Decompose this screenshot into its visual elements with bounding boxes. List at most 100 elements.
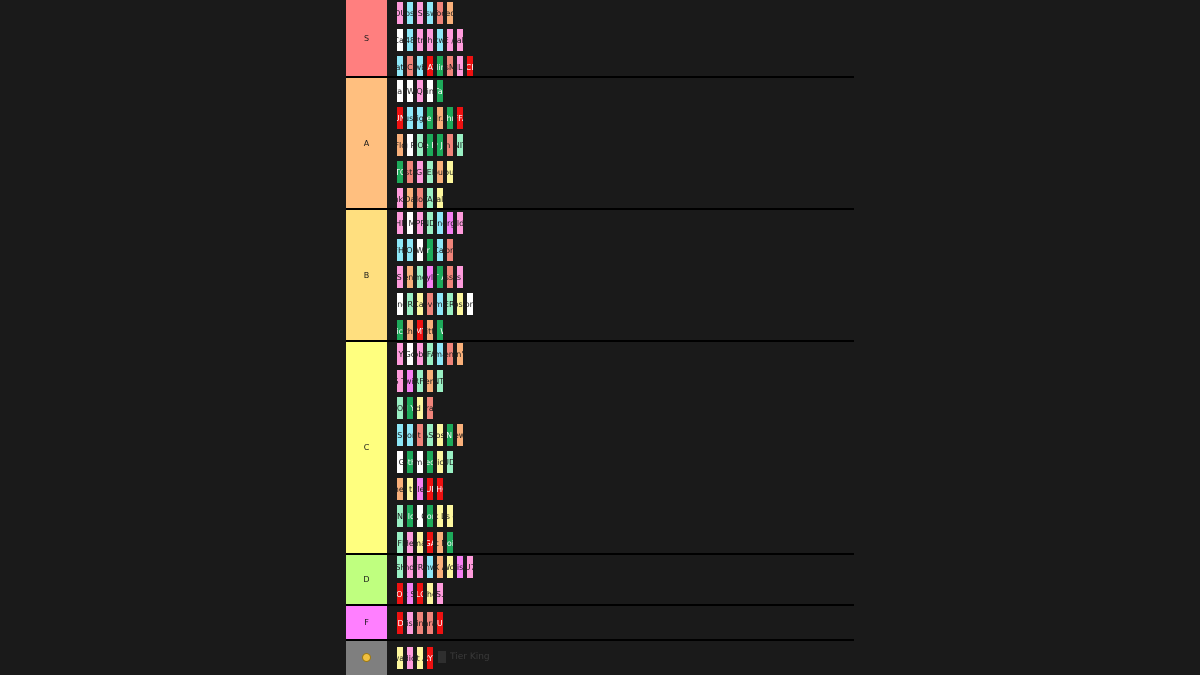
song-tile[interactable]: Pigs Fly (457, 266, 463, 288)
song-tile[interactable]: Transylvania (427, 266, 433, 288)
song-tile[interactable]: Pigs (417, 107, 423, 129)
song-tile[interactable]: Noid (447, 532, 453, 554)
song-tile[interactable]: SWEET / I THOUGHT YOU WANTED TO DANCE (397, 397, 403, 419)
song-tile[interactable]: RUN (437, 612, 443, 634)
song-tile[interactable]: Foreward (457, 424, 463, 446)
song-tile[interactable]: Awkward (437, 29, 443, 51)
song-tile[interactable]: JUGGERNAUT (447, 293, 453, 315)
song-tile[interactable]: Sandwitches (407, 370, 413, 392)
song-tile[interactable]: GONE, GONE / THANK YOU (447, 29, 453, 51)
song-tile[interactable]: Wor (447, 556, 453, 578)
song-tile[interactable]: friend zone (417, 397, 423, 419)
song-tile[interactable]: MANIFESTO (397, 532, 403, 554)
song-tile[interactable]: B.S.D. (437, 583, 443, 605)
song-tile[interactable]: Her (407, 532, 413, 554)
song-tile[interactable]: Tamale (437, 343, 443, 365)
tier-label[interactable]: S (346, 0, 387, 77)
song-tile[interactable]: Session (447, 266, 453, 288)
song-tile[interactable]: Pale (437, 188, 443, 210)
song-tile[interactable]: Treehome95 (407, 424, 413, 446)
song-tile[interactable]: Yamaka (417, 532, 423, 554)
song-tile[interactable]: FIND YOUR WINGS (427, 478, 433, 500)
song-tile[interactable]: EARFQUAKE (417, 80, 423, 102)
song-tile[interactable]: Judge Judy (427, 107, 433, 129)
song-tile[interactable]: See You Again (437, 161, 443, 183)
song-tile[interactable]: Sarah (427, 612, 433, 634)
song-tile[interactable]: RUNNING OUT OF TIME (397, 2, 403, 24)
song-tile[interactable]: Analog (457, 29, 463, 51)
song-tile[interactable]: Sticky (397, 320, 403, 342)
song-tile[interactable]: 911 / Mr. Lonely (437, 107, 443, 129)
song-tile[interactable]: I Killed You (427, 451, 433, 473)
song-tile[interactable]: Rusty (407, 107, 413, 129)
tier-label[interactable] (346, 640, 387, 675)
song-tile[interactable]: I'll Take Care of You (397, 29, 403, 51)
song-tile[interactable]: PartyIsntOver/Campfire/Bimmer (437, 239, 443, 261)
song-tile[interactable]: VCR (407, 56, 413, 78)
song-tile[interactable]: Hey Jane (437, 134, 443, 156)
song-tile[interactable]: I THINK (397, 212, 403, 234)
song-tile[interactable]: Fish (407, 612, 413, 634)
song-tile[interactable]: HOT WIND BLOWS (427, 212, 433, 234)
song-tile[interactable]: Mommanem (417, 451, 423, 473)
song-tile[interactable]: Burger (447, 212, 453, 234)
song-tile[interactable]: Don't Tap That Glass / Tweakin' (397, 451, 403, 473)
song-tile[interactable]: Pothole (407, 320, 413, 342)
song-tile[interactable]: Rah Tah Tah (437, 80, 443, 102)
song-tile[interactable]: SMUCKERS (467, 56, 473, 78)
song-tile[interactable]: SIR BAUDELAIRE (447, 451, 453, 473)
song-tile[interactable]: WOLF (407, 239, 413, 261)
song-tile[interactable]: Tomorrow (427, 505, 433, 527)
song-tile[interactable]: 2SEATER (427, 56, 433, 78)
song-tile[interactable]: I Hope You Find Your Way Home (407, 397, 413, 419)
song-tile[interactable]: Yonkers (397, 188, 403, 210)
song-tile[interactable]: Trashwang (427, 556, 433, 578)
song-tile[interactable]: Thought I Was Dead (437, 320, 443, 342)
song-tile[interactable]: I DON'T LOVE YOU ANYMORE (397, 343, 403, 365)
song-tile[interactable]: Cowboy (417, 56, 423, 78)
song-tile[interactable]: DEATHCAMP (437, 478, 443, 500)
song-tile[interactable]: Darling, I (437, 56, 443, 78)
song-tile[interactable]: Dinosaur (437, 424, 443, 446)
song-tile[interactable]: I Ain't Got Time (407, 343, 413, 365)
song-tile[interactable]: Big Poe (407, 134, 413, 156)
song-tile[interactable]: Ring Ring Ring (427, 80, 433, 102)
song-tile[interactable]: CORSO (407, 293, 413, 315)
song-tile[interactable]: The Nosebleed (457, 293, 463, 315)
song-tile[interactable]: Blow (417, 188, 423, 210)
song-tile[interactable]: ARE WE STILL FRIENDS? (457, 56, 463, 78)
song-tile[interactable]: Sugar On My Tongue (407, 212, 413, 234)
song-tile[interactable]: Slow It Down (417, 424, 423, 446)
song-tile[interactable]: Fuck you bunch (447, 161, 453, 183)
song-tile[interactable]: PUPPET (417, 212, 423, 234)
song-tile[interactable]: Mother (407, 451, 413, 473)
song-tile[interactable]: Balloon (407, 505, 413, 527)
song-tile[interactable]: BOYFRIEND (417, 556, 423, 578)
song-tile[interactable]: LUMBERJACK (427, 161, 433, 183)
song-tile[interactable]: Odd Toddlers (437, 2, 443, 24)
song-tile[interactable]: RISE! (397, 424, 403, 446)
song-tile[interactable]: NEW MAGIC WAND (417, 161, 423, 183)
song-tile[interactable]: SORRY NOT SORRY (417, 134, 423, 156)
song-tile[interactable]: DOGTOOTH (397, 161, 403, 183)
song-tile[interactable]: Goblin (417, 343, 423, 365)
song-tile[interactable]: BOYFRIEND, GIRLFRIEND (417, 505, 423, 527)
song-tile[interactable]: Jamba (437, 293, 443, 315)
song-tile[interactable]: Jack and the Beanstalk (397, 478, 403, 500)
song-tile[interactable]: THE BROWN STAINS OF DARKEESE LATIFAH (397, 583, 403, 605)
song-tile[interactable]: Seven (427, 293, 433, 315)
song-tile[interactable]: AssMilk (447, 56, 453, 78)
song-tile[interactable]: St. Chroma (447, 107, 453, 129)
song-tile[interactable]: Don't You Worry Baby (407, 80, 413, 102)
song-tile[interactable]: 48 (407, 29, 413, 51)
song-tile[interactable]: Untitled 63 (417, 478, 423, 500)
song-tile[interactable]: Nightmare (417, 29, 423, 51)
song-tile[interactable]: Bastard (407, 161, 413, 183)
song-tile[interactable]: Tina (417, 612, 423, 634)
song-tile[interactable]: fuck this election (447, 505, 453, 527)
song-tile[interactable]: Prism (457, 556, 463, 578)
song-tile[interactable]: IFHY (397, 239, 403, 261)
song-tile[interactable]: Domo23 (417, 266, 423, 288)
song-tile[interactable]: A BOY IS A GUN (417, 2, 423, 24)
song-tile[interactable]: She (427, 29, 433, 51)
